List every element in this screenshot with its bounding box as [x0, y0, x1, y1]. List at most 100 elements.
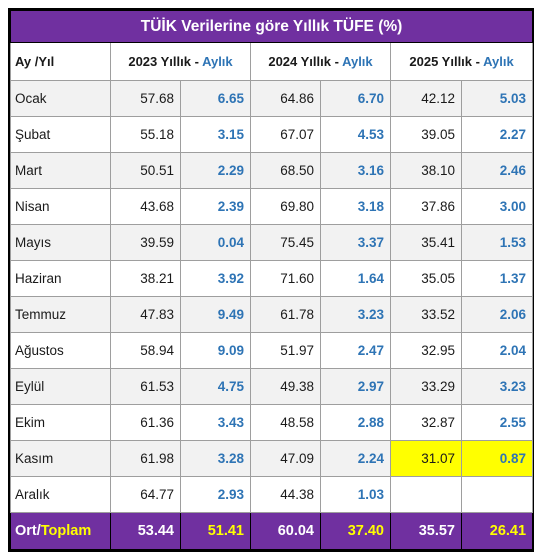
cell-2024-yearly: 68.50	[250, 152, 321, 189]
table-row: Ocak 57.68 6.65 64.86 6.70 42.12 5.03	[10, 80, 534, 117]
year-2023-monthly-label: Aylık	[202, 54, 233, 69]
cell-2024-monthly: 3.37	[320, 224, 391, 261]
cell-2023-monthly: 4.75	[180, 368, 251, 405]
cell-2023-yearly: 55.18	[110, 116, 181, 153]
month-column-header: Ay /Yıl	[10, 42, 111, 81]
cell-2023-monthly: 3.43	[180, 404, 251, 441]
cell-2023-monthly: 9.09	[180, 332, 251, 369]
cell-2023-monthly: 3.28	[180, 440, 251, 477]
cell-2024-monthly: 1.03	[320, 476, 391, 513]
total-label-ort: Ort/	[15, 523, 41, 539]
cell-2023-yearly: 39.59	[110, 224, 181, 261]
month-cell: Mart	[10, 152, 111, 189]
table-row: Ağustos 58.94 9.09 51.97 2.47 32.95 2.04	[10, 332, 534, 369]
cell-2025-yearly: 42.12	[390, 80, 462, 117]
total-2023-yearly: 53.44	[110, 512, 181, 550]
year-2024-monthly-label: Aylık	[342, 54, 373, 69]
total-label-toplam: Toplam	[40, 523, 92, 539]
cell-2024-yearly: 61.78	[250, 296, 321, 333]
cell-2025-monthly: 3.00	[460, 188, 534, 225]
total-label: Ort/Toplam	[10, 512, 111, 550]
cell-2025-monthly: 1.37	[460, 260, 534, 297]
cell-2025-yearly: 33.52	[390, 296, 462, 333]
cell-2023-yearly: 43.68	[110, 188, 181, 225]
cell-2025-monthly: 2.27	[460, 116, 534, 153]
cell-2024-monthly: 2.24	[320, 440, 391, 477]
month-cell: Ocak	[10, 80, 111, 117]
inflation-table-sheet: TÜİK Verilerine göre Yıllık TÜFE (%) Ay …	[8, 8, 534, 552]
table-row: Temmuz 47.83 9.49 61.78 3.23 33.52 2.06	[10, 296, 534, 333]
cell-2025-yearly	[390, 476, 462, 513]
cell-2023-monthly: 2.93	[180, 476, 251, 513]
cell-2025-monthly: 1.53	[460, 224, 534, 261]
total-2023-monthly: 51.41	[180, 512, 251, 550]
total-2024-monthly: 37.40	[320, 512, 391, 550]
total-row: Ort/Toplam 53.44 51.41 60.04 37.40 35.57…	[10, 512, 534, 550]
cell-2023-monthly: 0.04	[180, 224, 251, 261]
cell-2024-monthly: 1.64	[320, 260, 391, 297]
cell-2023-yearly: 50.51	[110, 152, 181, 189]
cell-2025-yearly: 35.41	[390, 224, 462, 261]
cell-2024-monthly: 2.88	[320, 404, 391, 441]
cell-2024-monthly: 3.18	[320, 188, 391, 225]
cell-2024-yearly: 48.58	[250, 404, 321, 441]
month-cell: Temmuz	[10, 296, 111, 333]
cell-2024-yearly: 44.38	[250, 476, 321, 513]
month-cell: Kasım	[10, 440, 111, 477]
table-row: Nisan 43.68 2.39 69.80 3.18 37.86 3.00	[10, 188, 534, 225]
cell-2025-yearly: 32.95	[390, 332, 462, 369]
month-cell: Haziran	[10, 260, 111, 297]
table-row: Aralık 64.77 2.93 44.38 1.03	[10, 476, 534, 513]
month-cell: Ağustos	[10, 332, 111, 369]
cell-2025-yearly: 31.07	[390, 440, 462, 477]
year-2025-monthly-label: Aylık	[483, 54, 514, 69]
cell-2023-yearly: 38.21	[110, 260, 181, 297]
total-2025-monthly: 26.41	[460, 512, 534, 550]
cell-2024-yearly: 47.09	[250, 440, 321, 477]
cell-2023-yearly: 61.98	[110, 440, 181, 477]
table-title: TÜİK Verilerine göre Yıllık TÜFE (%)	[9, 10, 534, 43]
cell-2023-yearly: 61.53	[110, 368, 181, 405]
cell-2023-yearly: 47.83	[110, 296, 181, 333]
cell-2024-yearly: 49.38	[250, 368, 321, 405]
table-row: Eylül 61.53 4.75 49.38 2.97 33.29 3.23	[10, 368, 534, 405]
cell-2024-monthly: 6.70	[320, 80, 391, 117]
total-2024-yearly: 60.04	[250, 512, 321, 550]
year-2023-yearly-label: 2023 Yıllık -	[128, 54, 203, 69]
cell-2024-yearly: 64.86	[250, 80, 321, 117]
year-2025-yearly-label: 2025 Yıllık -	[409, 54, 484, 69]
cell-2025-monthly: 2.04	[460, 332, 534, 369]
month-cell: Eylül	[10, 368, 111, 405]
cell-2025-monthly: 5.03	[460, 80, 534, 117]
cell-2025-yearly: 33.29	[390, 368, 462, 405]
cell-2024-yearly: 67.07	[250, 116, 321, 153]
table-row: Kasım 61.98 3.28 47.09 2.24 31.07 0.87	[10, 440, 534, 477]
year-2024-yearly-label: 2024 Yıllık -	[268, 54, 343, 69]
cell-2023-yearly: 64.77	[110, 476, 181, 513]
cell-2023-yearly: 57.68	[110, 80, 181, 117]
month-cell: Mayıs	[10, 224, 111, 261]
cell-2024-monthly: 3.16	[320, 152, 391, 189]
table-row: Şubat 55.18 3.15 67.07 4.53 39.05 2.27	[10, 116, 534, 153]
table-row: Mayıs 39.59 0.04 75.45 3.37 35.41 1.53	[10, 224, 534, 261]
table-row: Ekim 61.36 3.43 48.58 2.88 32.87 2.55	[10, 404, 534, 441]
year-2025-header: 2025 Yıllık - Aylık	[389, 42, 534, 81]
cell-2025-yearly: 35.05	[390, 260, 462, 297]
cell-2025-monthly	[460, 476, 534, 513]
cell-2025-yearly: 39.05	[390, 116, 462, 153]
cell-2025-monthly: 2.55	[460, 404, 534, 441]
cell-2024-monthly: 2.97	[320, 368, 391, 405]
cell-2023-monthly: 2.39	[180, 188, 251, 225]
cell-2024-monthly: 3.23	[320, 296, 391, 333]
year-2024-header: 2024 Yıllık - Aylık	[250, 42, 391, 81]
cell-2024-monthly: 2.47	[320, 332, 391, 369]
cell-2024-yearly: 69.80	[250, 188, 321, 225]
cell-2024-monthly: 4.53	[320, 116, 391, 153]
cell-2025-yearly: 32.87	[390, 404, 462, 441]
cell-2025-monthly: 2.46	[460, 152, 534, 189]
cell-2024-yearly: 51.97	[250, 332, 321, 369]
cell-2023-monthly: 9.49	[180, 296, 251, 333]
month-cell: Ekim	[10, 404, 111, 441]
table-row: Haziran 38.21 3.92 71.60 1.64 35.05 1.37	[10, 260, 534, 297]
cell-2025-monthly: 0.87	[460, 440, 534, 477]
